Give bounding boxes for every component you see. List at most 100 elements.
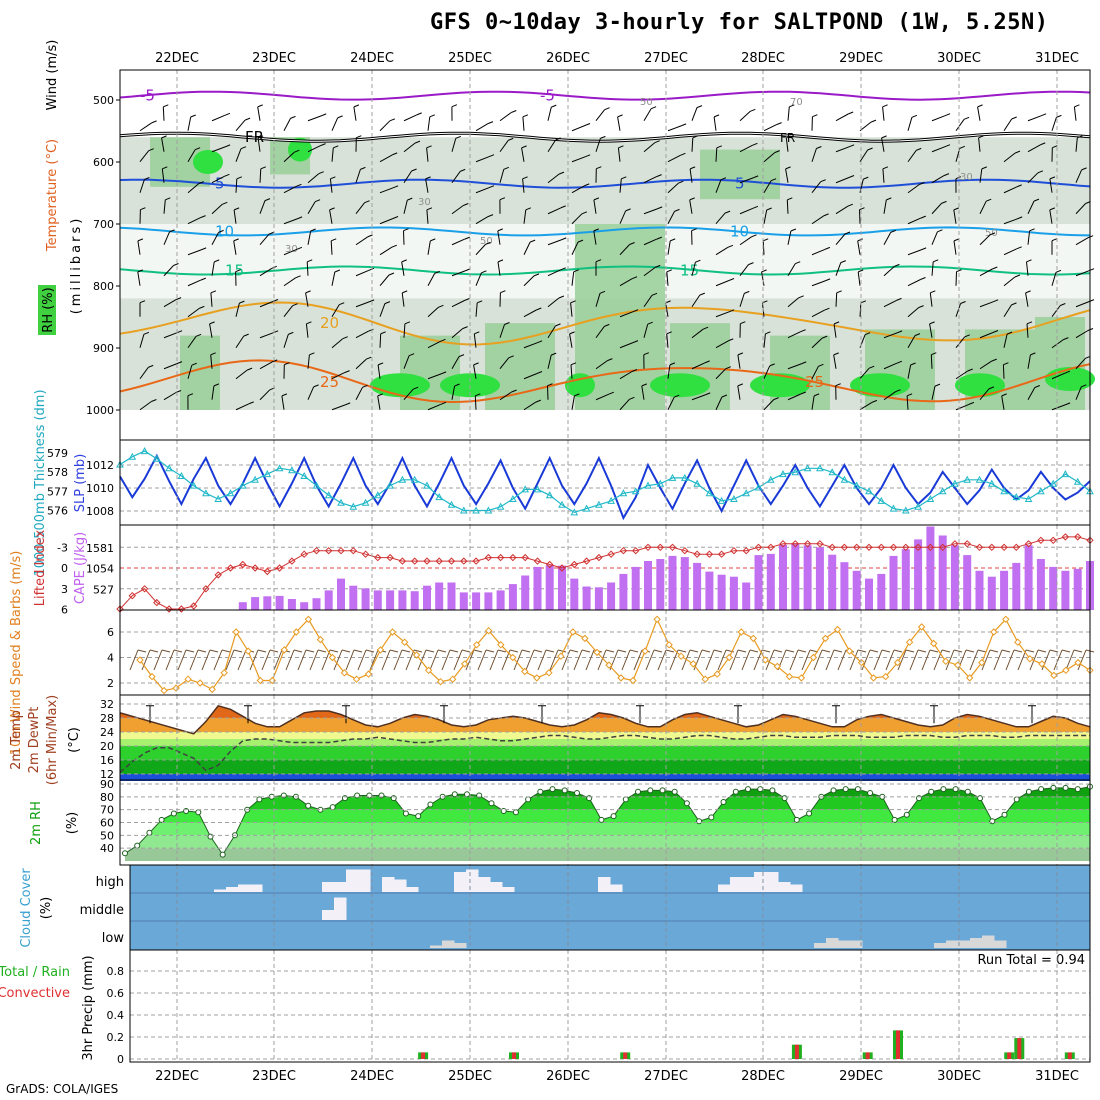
rh-saturated-area: [955, 373, 1005, 398]
precip-convective-bar: [896, 1030, 900, 1059]
li-point: [730, 546, 738, 555]
li-point: [828, 543, 836, 552]
wind-barb-flag: [604, 107, 610, 111]
wind-barb-flag: [536, 340, 543, 344]
rh-contour-label: 50: [985, 228, 998, 239]
wind-barb: [475, 187, 490, 194]
cape-bar: [1073, 568, 1082, 610]
wind10m-point: [232, 628, 240, 636]
wind-barb: [139, 367, 149, 380]
wind-barb: [859, 401, 873, 411]
wind-barb-flag: [651, 292, 658, 296]
wind10m-point: [436, 677, 445, 686]
wind-barb-flag: [284, 362, 290, 366]
li-point: [300, 550, 308, 558]
wind-barb-flag: [691, 228, 697, 232]
wind-barb: [571, 395, 575, 410]
rh2m-point: [671, 788, 678, 795]
wind-barb-flag: [937, 229, 943, 233]
wind-barb-flag: [148, 148, 154, 152]
wind-barb: [331, 338, 344, 349]
wind-barb-flag: [508, 355, 514, 359]
wind-barb-flag: [199, 305, 205, 309]
wind-barb: [689, 199, 693, 214]
wind-barb: [379, 246, 393, 256]
wind10m-barb: [153, 649, 163, 671]
cape-bar: [607, 582, 616, 610]
li-point: [681, 546, 689, 555]
wind-barb-flag: [752, 175, 759, 179]
temp-tick-label: 28: [100, 712, 114, 725]
wind-barb: [931, 231, 938, 245]
wind-barb: [737, 385, 741, 400]
rh-tick-label: 90: [100, 778, 114, 791]
wind-barb: [1073, 106, 1077, 121]
wind-barb: [403, 230, 405, 245]
wind-barb: [1075, 357, 1086, 370]
wind-barb-flag: [1034, 385, 1040, 388]
wind10m-barb: [477, 649, 487, 671]
rh2m-point: [842, 786, 849, 793]
wind-barb-flag: [931, 352, 937, 356]
wind10m-barb-flag: [881, 649, 891, 653]
cloud-bar-high: [382, 877, 395, 892]
wind-barb-flag: [953, 207, 959, 211]
thickness-point: [680, 473, 689, 481]
wind-barb: [1075, 237, 1089, 246]
wind-barb: [211, 232, 220, 245]
wind10m-point: [617, 674, 625, 682]
rh-contour-label: 30: [960, 172, 973, 183]
wind10m-barb-flag: [185, 649, 195, 653]
pressure-tick-label: 700: [93, 218, 114, 231]
wind10m-barb: [549, 649, 559, 671]
date-label-bottom: 23DEC: [252, 1069, 296, 1084]
li-point: [251, 564, 259, 572]
cape-tick-label: 1054: [86, 563, 114, 576]
wind-barb: [739, 177, 754, 184]
wind-barb-flag: [292, 303, 298, 307]
wind-barb-flag: [848, 144, 855, 148]
wind-barb: [619, 244, 630, 256]
wind-barb-flag: [1049, 176, 1056, 180]
wind-barb-flag: [1037, 170, 1044, 174]
wind-barb: [667, 125, 682, 132]
wind-barb: [857, 271, 861, 286]
wind-barb: [233, 240, 237, 255]
wind-barb: [787, 363, 802, 370]
wind-barb: [210, 292, 213, 307]
wind-barb-flag: [1077, 135, 1083, 139]
li-point: [165, 605, 173, 613]
wind10m-barb-flag: [989, 649, 999, 653]
wind-barb-flag: [521, 145, 527, 149]
wind-barb: [1027, 115, 1042, 122]
wind-barb: [955, 403, 970, 411]
wind-barb-flag: [674, 394, 680, 398]
wind-barb: [307, 201, 316, 214]
wind-barb-flag: [210, 352, 216, 356]
rh2m-point: [500, 808, 507, 814]
wind-tick-label: 4: [107, 652, 114, 665]
wind-barb: [283, 277, 296, 287]
wind-barb-flag: [916, 147, 922, 151]
rh-saturated-area: [288, 137, 312, 162]
rh-moist-plume: [770, 335, 830, 410]
temp-tick-label: 24: [100, 726, 114, 739]
wind10m-barb-flag: [605, 649, 615, 653]
li-point: [324, 546, 333, 555]
wind-barb-flag: [233, 238, 239, 242]
date-label-bottom: 30DEC: [937, 1069, 981, 1084]
wind-barb: [617, 116, 621, 131]
wind-barb: [1002, 364, 1005, 379]
wind10m-barb: [129, 649, 139, 671]
wind-barb-flag: [337, 115, 343, 119]
wind-barb-flag: [1030, 352, 1036, 356]
wind10m-barb: [861, 649, 871, 671]
wind10m-barb: [657, 649, 667, 671]
precip-convective-bar: [865, 1052, 870, 1059]
wind-barb-flag: [151, 399, 157, 402]
wind10m-point: [581, 634, 589, 643]
wind-barb-flag: [1064, 402, 1071, 406]
wind-barb: [137, 240, 141, 255]
wind-barb-flag: [260, 166, 266, 170]
wind-barb-flag: [148, 364, 154, 368]
